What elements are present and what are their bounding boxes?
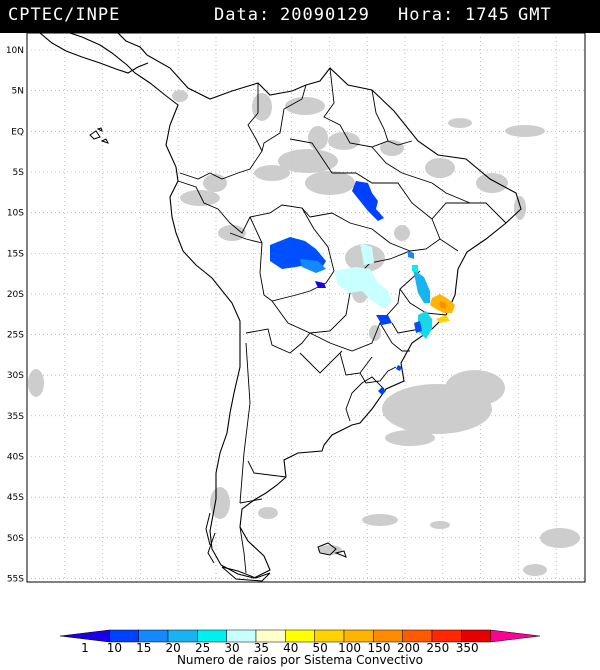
sc-bolivia-2 (300, 259, 326, 273)
lat-label-55S: 55S (7, 574, 24, 584)
legend-tick-35: 35 (254, 641, 269, 655)
galapagos-islands (89, 127, 109, 144)
legend-tick-50: 50 (313, 641, 328, 655)
convective-systems (270, 181, 455, 395)
sc-rio-2 (440, 301, 446, 309)
central-america-coastline (39, 33, 149, 74)
date-label: Data: (214, 5, 271, 25)
date-value: 20090129 (280, 5, 370, 25)
lat-label-EQ: EQ (11, 127, 24, 137)
lat-label-40S: 40S (7, 453, 24, 463)
lat-label-10S: 10S (7, 209, 24, 219)
lat-label-35S: 35S (7, 412, 24, 422)
lat-label-5S: 5S (13, 168, 25, 178)
legend-tick-1: 1 (81, 641, 89, 655)
south-america-coastline (69, 33, 522, 579)
legend-tick-30: 30 (224, 641, 239, 655)
legend-tick-250: 250 (426, 641, 449, 655)
legend-color-bar (59, 629, 541, 643)
legend-tick-100: 100 (338, 641, 361, 655)
legend-tick-10: 10 (107, 641, 122, 655)
legend-tick-labels: 1 10 15 20 25 30 35 40 50 100 150 200 250 350 (81, 641, 478, 655)
map-frame (26, 33, 586, 583)
legend-caption: Numero de raios por Sistema Convectivo (177, 653, 423, 667)
sc-minas-2 (408, 251, 414, 259)
sc-amazon (352, 181, 384, 221)
sc-rio-3 (436, 315, 450, 323)
sc-central-2 (360, 243, 374, 265)
color-legend: 1 10 15 20 25 30 35 40 50 100 150 200 250 350 Numero … (59, 629, 541, 667)
legend-tick-350: 350 (456, 641, 479, 655)
sc-parana (376, 315, 392, 325)
lat-label-45S: 45S (7, 493, 24, 503)
hour-label: Hora: (398, 5, 455, 25)
title-bar: CPTEC/INPE Data: 20090129 Hora: 1745 GMT (0, 0, 600, 33)
sc-uruguay-coast (396, 365, 402, 371)
sc-sao-paulo-2 (414, 321, 422, 333)
legend-tick-40: 40 (283, 641, 298, 655)
lat-label-30S: 30S (7, 371, 24, 381)
lat-label-20S: 20S (7, 290, 24, 300)
tierra-del-fuego (205, 512, 271, 582)
sc-sao-paulo (418, 311, 432, 339)
org-label: CPTEC/INPE (8, 5, 121, 25)
legend-tick-150: 150 (368, 641, 391, 655)
sc-minas-3 (412, 265, 418, 273)
lat-label-25S: 25S (7, 331, 24, 341)
lat-label-15S: 15S (7, 249, 24, 259)
sc-rs-coast (378, 387, 386, 395)
legend-tick-20: 20 (166, 641, 181, 655)
legend-swatch-14 (490, 629, 541, 643)
lat-lon-grid (27, 33, 585, 582)
lat-label-50S: 50S (7, 534, 24, 544)
legend-tick-15: 15 (136, 641, 151, 655)
sc-paraguay-small (315, 281, 326, 288)
sc-minas (413, 269, 430, 303)
sc-central (334, 267, 392, 309)
country-borders (177, 67, 507, 574)
legend-tick-25: 25 (195, 641, 210, 655)
tz-label: GMT (518, 5, 552, 25)
legend-tick-200: 200 (397, 641, 420, 655)
hour-value: 1745 (465, 5, 510, 25)
lat-label-10N: 10N (6, 46, 24, 56)
lat-label-5N: 5N (12, 87, 24, 97)
falkland-islands (317, 542, 347, 558)
latitude-labels: 10N 5N EQ 5S 10S 15S 20S 25S 30S 35S 40S 45S 50S 55S (6, 46, 24, 584)
lightning-map[interactable]: 10N5NEQ5S10S15S20S25S30S35S40S45S50S55S … (0, 33, 600, 588)
